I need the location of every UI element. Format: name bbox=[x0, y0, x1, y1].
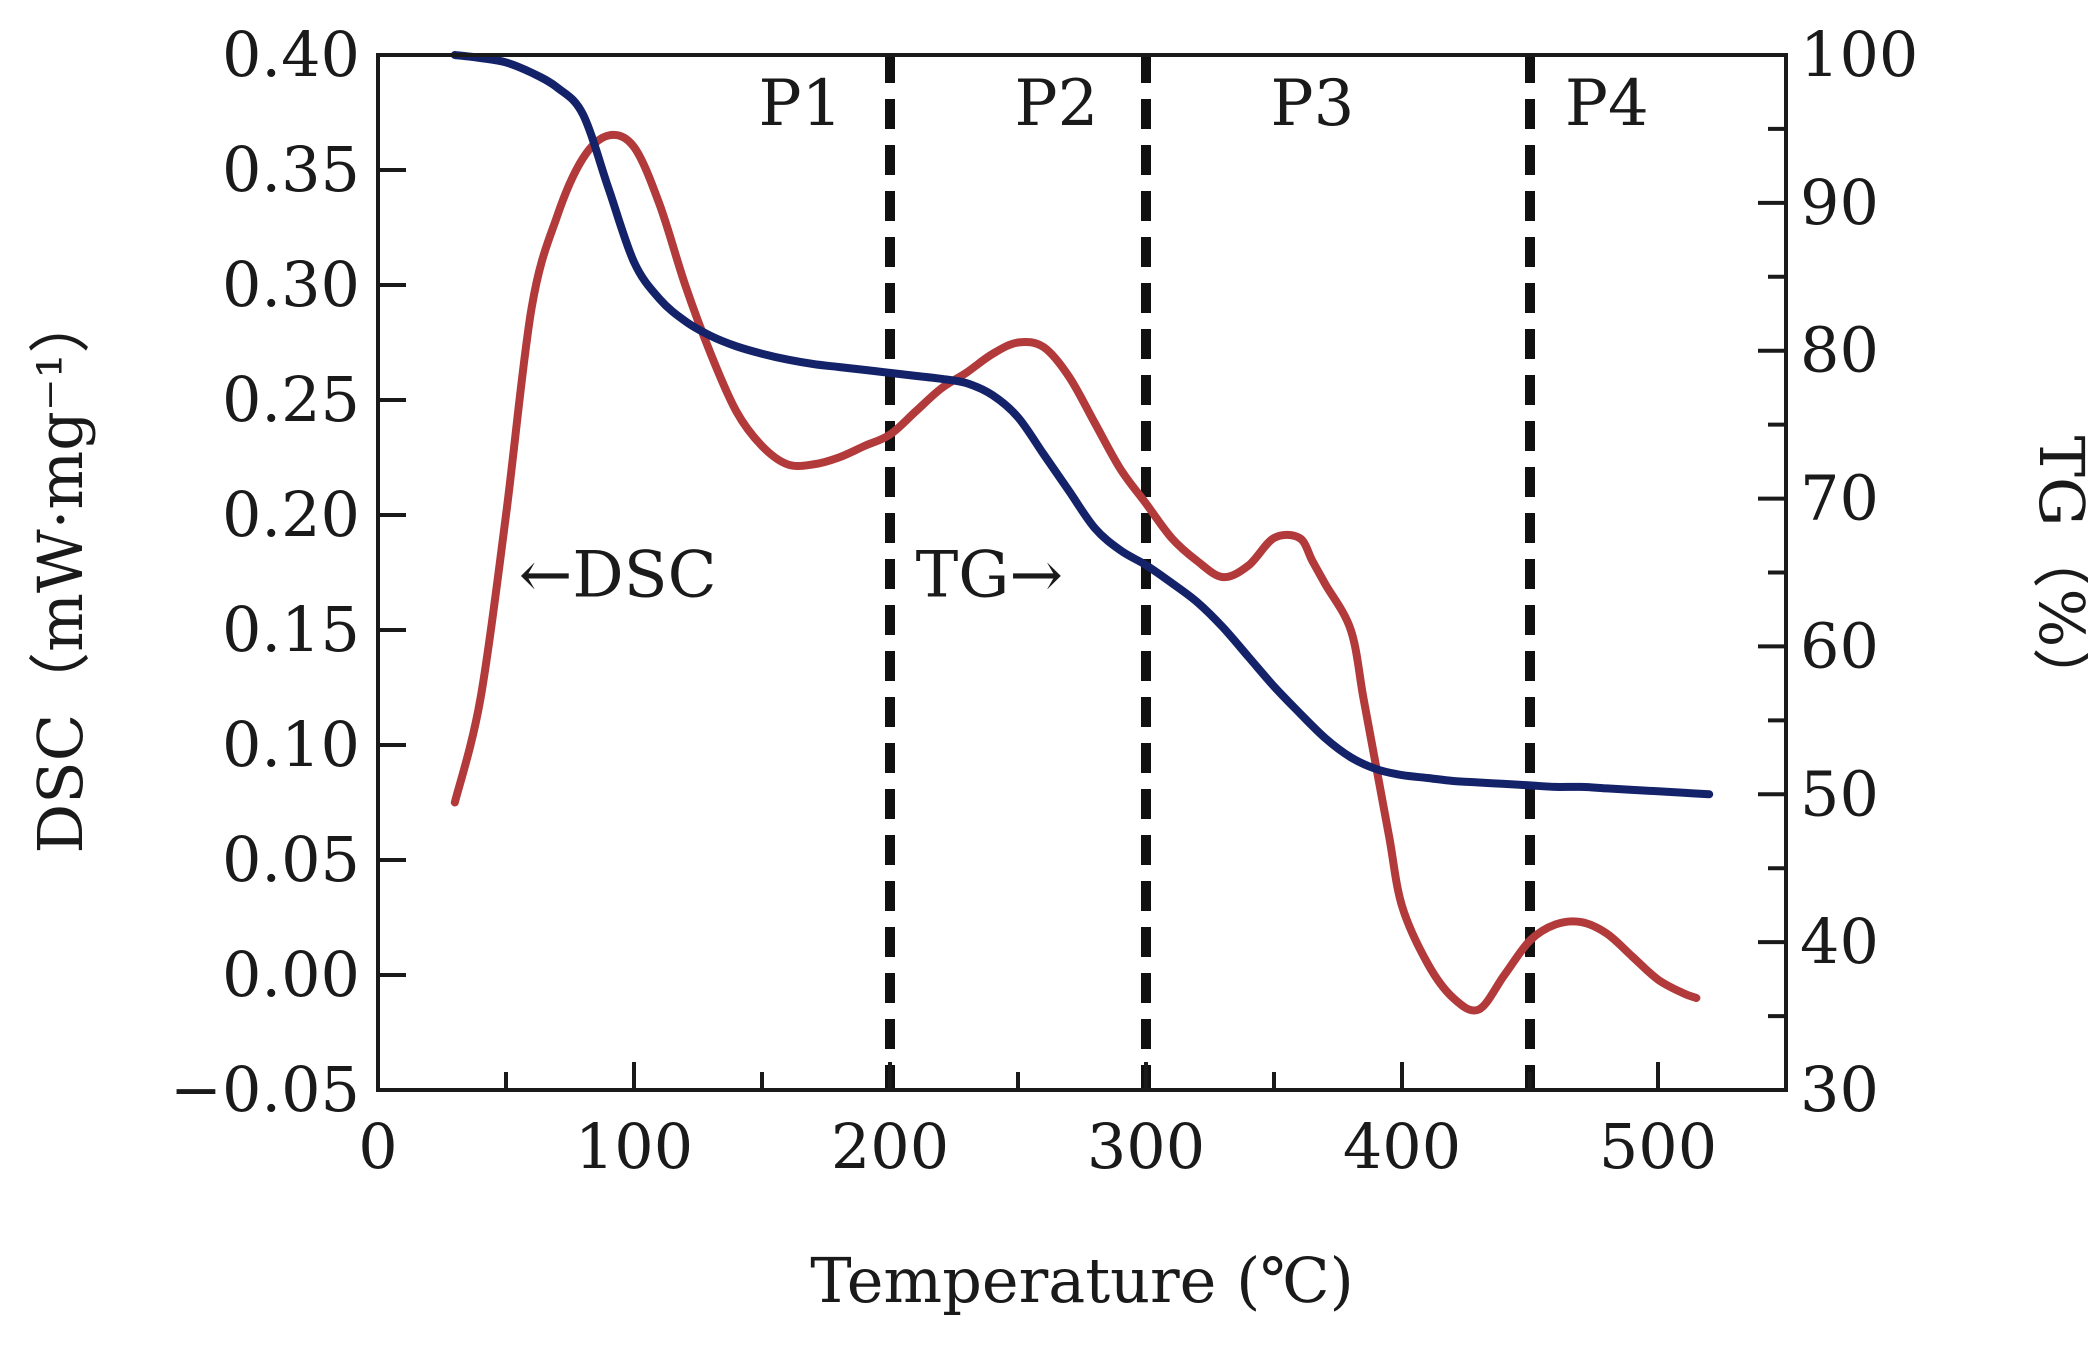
left-y-tick-label: 0.10 bbox=[222, 708, 360, 781]
series-annotation: TG→ bbox=[916, 539, 1063, 613]
left-y-tick-label: 0.35 bbox=[222, 133, 360, 206]
phase-label: P3 bbox=[1271, 67, 1355, 141]
x-axis-title: Temperature (℃) bbox=[810, 1244, 1354, 1317]
right-y-tick-label: 60 bbox=[1800, 609, 1879, 682]
left-y-tick-label: 0.20 bbox=[222, 478, 360, 551]
phase-label: P4 bbox=[1565, 67, 1649, 141]
x-tick-label: 300 bbox=[1087, 1110, 1205, 1183]
left-y-tick-label: 0.40 bbox=[222, 18, 360, 91]
phase-label: P1 bbox=[759, 67, 843, 141]
right-y-tick-label: 100 bbox=[1800, 18, 1918, 91]
left-y-tick-label: 0.15 bbox=[222, 593, 360, 666]
phase-dividers bbox=[885, 53, 1535, 1092]
right-y-tick-label: 80 bbox=[1800, 314, 1879, 387]
right-y-tick-label: 30 bbox=[1800, 1053, 1879, 1126]
phase-labels: P1 P2 P3 P4 bbox=[759, 67, 1649, 141]
left-y-axis: 0.40 0.35 0.30 0.25 0.20 0.15 0.10 0.05 0.00 −0.0… bbox=[170, 18, 406, 1126]
right-y-tick-label: 50 bbox=[1800, 757, 1879, 830]
left-y-tick-label: 0.30 bbox=[222, 248, 360, 321]
right-y-tick-label: 40 bbox=[1800, 905, 1879, 978]
left-y-tick-label: 0.00 bbox=[222, 938, 360, 1011]
left-y-tick-label: 0.05 bbox=[222, 823, 360, 896]
series-layer bbox=[450, 51, 1714, 1015]
tg-series-line bbox=[450, 51, 1714, 799]
left-y-axis-title: DSC（mW·mg⁻¹） bbox=[24, 292, 97, 854]
annotations: ←DSC TG→ bbox=[519, 539, 1063, 613]
x-axis: 0 100 200 300 400 500 bbox=[358, 1062, 1717, 1183]
right-y-axis-title: TG（%） bbox=[2025, 436, 2088, 710]
series-annotation: ←DSC bbox=[519, 539, 717, 613]
x-tick-label: 400 bbox=[1343, 1110, 1461, 1183]
dsc-series-line bbox=[450, 130, 1701, 1015]
left-y-tick-label: −0.05 bbox=[170, 1053, 360, 1126]
right-y-tick-label: 90 bbox=[1800, 166, 1879, 239]
x-tick-label: 0 bbox=[358, 1110, 397, 1183]
right-y-tick-label: 70 bbox=[1800, 462, 1879, 535]
phase-label: P2 bbox=[1015, 67, 1099, 141]
left-y-tick-label: 0.25 bbox=[222, 363, 360, 436]
x-tick-label: 500 bbox=[1599, 1110, 1717, 1183]
x-tick-label: 100 bbox=[575, 1110, 693, 1183]
right-y-axis: 100 90 80 70 60 50 40 30 bbox=[1758, 18, 1918, 1126]
x-tick-label: 200 bbox=[831, 1110, 949, 1183]
